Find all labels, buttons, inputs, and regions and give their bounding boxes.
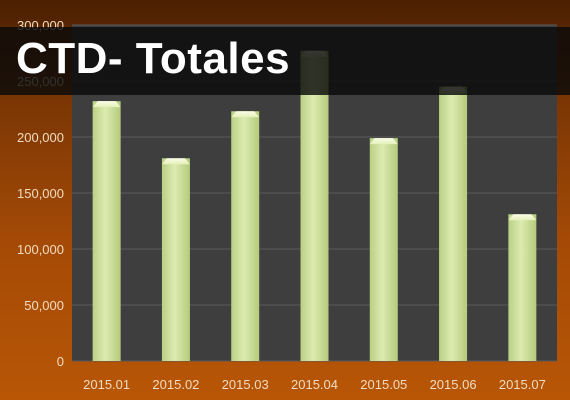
bar	[161, 158, 190, 361]
y-tick-label: 50,000	[24, 298, 64, 313]
y-tick-label: 150,000	[17, 186, 64, 201]
bar	[439, 86, 468, 361]
bars	[92, 50, 537, 362]
bar	[231, 111, 260, 362]
bar-cap	[508, 214, 537, 221]
x-tick-label: 2015.03	[222, 377, 269, 392]
y-tick-label: 0	[57, 354, 64, 369]
x-tick-label: 2015.02	[152, 377, 199, 392]
bar-cap	[161, 158, 190, 165]
x-tick-label: 2015.04	[291, 377, 338, 392]
x-tick-label: 2015.07	[499, 377, 546, 392]
bar-cap	[92, 101, 121, 108]
y-tick-label: 200,000	[17, 130, 64, 145]
bar-cap	[369, 138, 398, 145]
chart-title: CTD- Totales	[16, 34, 291, 83]
x-axis-tick-labels: 2015.01 2015.02 2015.03 2015.04 2015.05 2015.…	[83, 377, 546, 392]
bar	[300, 50, 329, 361]
bar	[92, 101, 121, 361]
y-tick-label: 100,000	[17, 242, 64, 257]
bar	[369, 138, 398, 361]
title-banner	[0, 27, 570, 95]
x-tick-label: 2015.06	[430, 377, 477, 392]
bar-cap	[231, 111, 260, 118]
bar	[508, 214, 537, 361]
x-tick-label: 2015.01	[83, 377, 130, 392]
x-tick-label: 2015.05	[360, 377, 407, 392]
